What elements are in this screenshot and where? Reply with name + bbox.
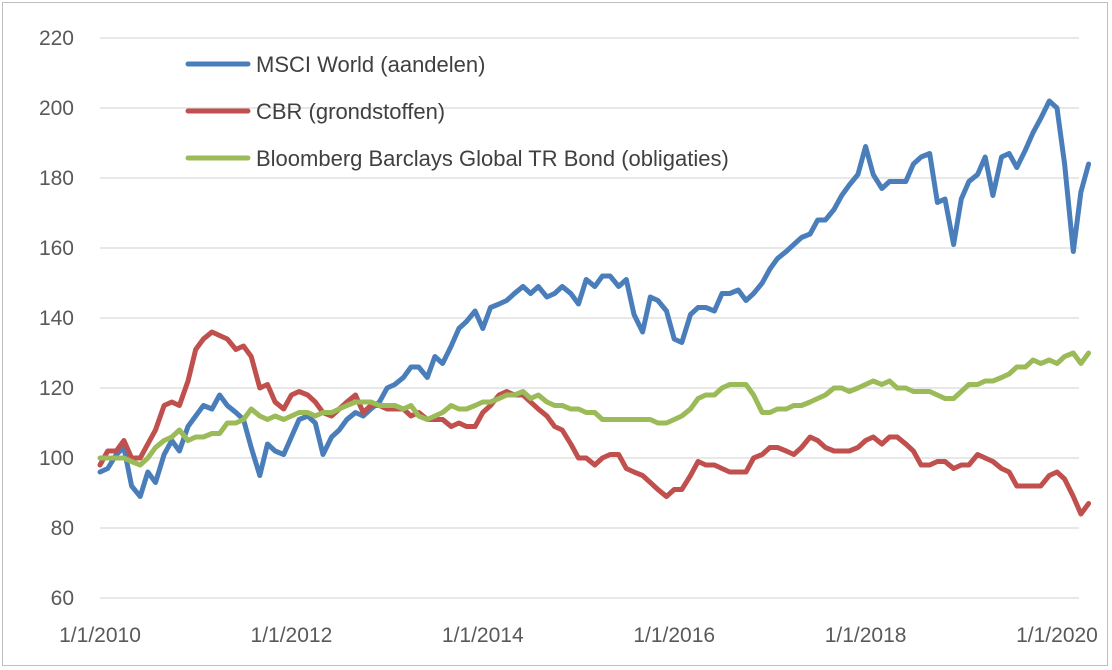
- y-tick-label: 100: [39, 447, 74, 470]
- y-tick-label: 200: [39, 97, 74, 120]
- y-axis-ticks: 60 80 100 120 140 160 180 200 220: [39, 27, 74, 610]
- y-tick-label: 220: [39, 27, 74, 50]
- y-tick-label: 80: [51, 517, 74, 540]
- x-tick-label: 1/1/2020: [1016, 624, 1098, 647]
- legend-label-2: CBR (grondstoffen): [256, 99, 445, 124]
- x-tick-label: 1/1/2010: [59, 624, 141, 647]
- y-tick-label: 160: [39, 237, 74, 260]
- x-axis-ticks: 1/1/2010 1/1/2012 1/1/2014 1/1/2016 1/1/2018…: [59, 624, 1098, 647]
- legend-label-3: Bloomberg Barclays Global TR Bond (oblig…: [256, 146, 729, 171]
- x-tick-label: 1/1/2012: [251, 624, 333, 647]
- y-tick-label: 140: [39, 307, 74, 330]
- series-line-3: [97, 350, 1092, 468]
- series-lines: [97, 98, 1092, 517]
- y-tick-label: 180: [39, 167, 74, 190]
- x-tick-label: 1/1/2018: [825, 624, 907, 647]
- y-tick-label: 120: [39, 377, 74, 400]
- legend-label-1: MSCI World (aandelen): [256, 52, 485, 77]
- series-line-2: [97, 329, 1092, 517]
- y-tick-label: 60: [51, 587, 74, 610]
- x-tick-label: 1/1/2016: [633, 624, 715, 647]
- series-line-1: [97, 98, 1092, 499]
- legend: MSCI World (aandelen) CBR (grondstoffen) B…: [185, 52, 729, 171]
- x-tick-label: 1/1/2014: [442, 624, 524, 647]
- gridlines: [100, 37, 1079, 599]
